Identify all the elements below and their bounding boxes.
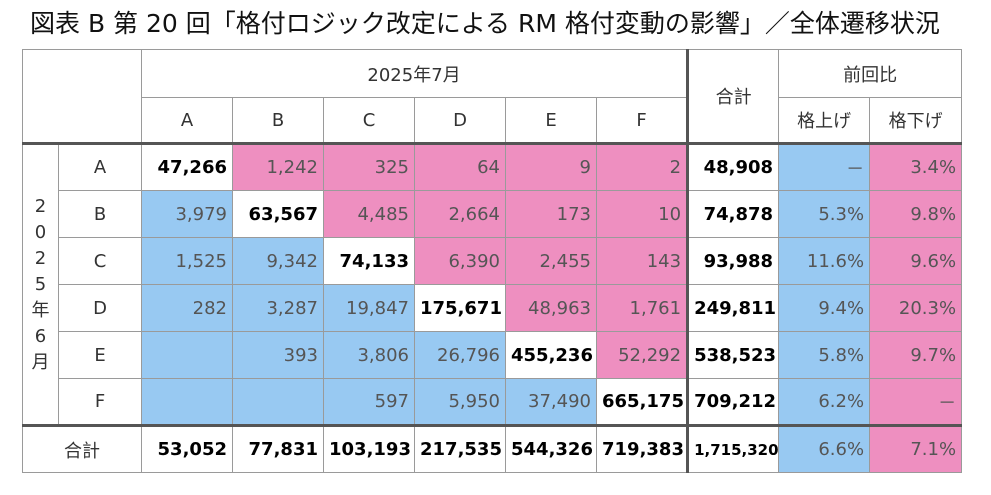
table-row: 2 0 2 5 年 6 月 A 47,266 1,242 325 64 9 2 48,908 － 3.4% [22,142,963,426]
row-total: 249,811 [686,284,780,332]
downgrade-rate: 20.3% [869,284,963,332]
downgrade-rate: 9.6% [869,237,963,285]
matrix-cell: 63,567 [232,190,324,238]
row-group-char: 年 [31,299,50,321]
downgrade-rate: 9.8% [869,190,963,238]
matrix-cell: 6,390 [414,237,506,285]
row-group-char: 2 [34,195,47,217]
matrix-cell: 2,455 [505,237,597,285]
matrix-cell: 64 [414,142,506,191]
downgrade-rate: 9.7% [869,331,963,379]
corner-cell [22,49,142,144]
col-header: C [323,97,415,144]
matrix-cell: 2 [595,142,689,191]
column-total: 544,326 [505,424,597,473]
matrix-cell: 3,806 [323,331,415,379]
matrix-cell [141,378,233,426]
total-header: 合計 [686,49,780,144]
row-total: 538,523 [686,331,780,379]
matrix-cell: 325 [323,142,415,191]
matrix-cell: 3,979 [141,190,233,238]
row-group-char: 5 [34,273,47,295]
matrix-cell: 26,796 [414,331,506,379]
row-header: B [58,190,142,238]
upgrade-rate: 6.2% [778,378,871,426]
matrix-cell [141,331,233,379]
col-header: A [141,97,233,144]
table-row: F 597 5,950 37,490 665,175 709,212 6.2% － [23,378,963,426]
matrix-cell: 665,175 [595,378,689,426]
matrix-cell [232,378,324,426]
column-total: 77,831 [232,424,324,473]
matrix-cell: 48,963 [505,284,597,332]
matrix-cell: 175,671 [414,284,506,332]
matrix-cell: 10 [595,190,689,238]
upgrade-rate: 5.3% [778,190,871,238]
matrix-cell: 1,761 [595,284,689,332]
row-group-label: 2 0 2 5 年 6 月 [22,142,59,426]
row-header: E [58,331,142,379]
row-total: 74,878 [686,190,780,238]
col-header: E [505,97,597,144]
upgrade-rate: 5.8% [778,331,871,379]
row-group-char: 6 [34,325,47,347]
table-row: C 1,525 9,342 74,133 6,390 2,455 143 93,988 11.6… [23,237,963,285]
matrix-cell: 47,266 [141,142,233,191]
upgrade-rate: 11.6% [778,237,871,285]
matrix-cell: 19,847 [323,284,415,332]
matrix-cell: 3,287 [232,284,324,332]
upgrade-rate: 9.4% [778,284,871,332]
column-total: 53,052 [141,424,233,473]
row-header: D [58,284,142,332]
matrix-cell: 52,292 [595,331,689,379]
page-title: 図表 B 第 20 回「格付ロジック改定による RM 格付変動の影響」／全体遷移… [30,9,940,38]
row-group-char: 月 [31,351,50,373]
matrix-cell: 9 [505,142,597,191]
table-row: B 3,979 63,567 4,485 2,664 173 10 74,878 5.3% 9.8… [23,190,963,238]
row-group-char: 2 [34,247,47,269]
matrix-cell: 393 [232,331,324,379]
matrix-cell: 143 [595,237,689,285]
matrix-cell: 2,664 [414,190,506,238]
upgrade-header: 格上げ [778,97,871,144]
matrix-cell: 173 [505,190,597,238]
row-total: 48,908 [686,142,780,191]
total-upgrade-rate: 6.6% [778,424,871,473]
matrix-cell: 282 [141,284,233,332]
transition-matrix: 2025年7月 合計 前回比 A B C D E F 格上げ 格下げ 2 0 2 5 年… [22,49,963,473]
row-header: C [58,237,142,285]
downgrade-header: 格下げ [869,97,963,144]
col-header: D [414,97,506,144]
row-group-char: 0 [34,221,47,243]
table-row: D 282 3,287 19,847 175,671 48,963 1,761 249,811… [23,284,963,332]
col-header: B [232,97,324,144]
matrix-cell: 4,485 [323,190,415,238]
column-total: 719,383 [595,424,689,473]
downgrade-rate: 3.4% [869,142,963,191]
period-header: 2025年7月 [140,49,689,98]
comparison-header: 前回比 [778,49,963,98]
totals-label: 合計 [22,424,142,473]
column-total: 103,193 [323,424,415,473]
downgrade-rate: － [869,378,963,426]
row-total: 709,212 [686,378,780,426]
row-header: F [58,378,142,426]
matrix-cell: 74,133 [323,237,415,285]
matrix-cell: 1,242 [232,142,324,191]
table-row: E 393 3,806 26,796 455,236 52,292 538,523 5.8% 9… [23,331,963,379]
matrix-cell: 455,236 [505,331,597,379]
totals-row: 合計 53,052 77,831 103,193 217,535 544,326 719,3… [22,424,963,473]
matrix-cell: 9,342 [232,237,324,285]
matrix-cell: 37,490 [505,378,597,426]
row-header: A [58,142,142,191]
column-total: 217,535 [414,424,506,473]
upgrade-rate: － [778,142,871,191]
total-downgrade-rate: 7.1% [869,424,963,473]
matrix-cell: 5,950 [414,378,506,426]
grand-total: 1,715,320 [686,424,780,473]
matrix-cell: 597 [323,378,415,426]
row-total: 93,988 [686,237,780,285]
matrix-cell: 1,525 [141,237,233,285]
col-header: F [595,97,689,144]
